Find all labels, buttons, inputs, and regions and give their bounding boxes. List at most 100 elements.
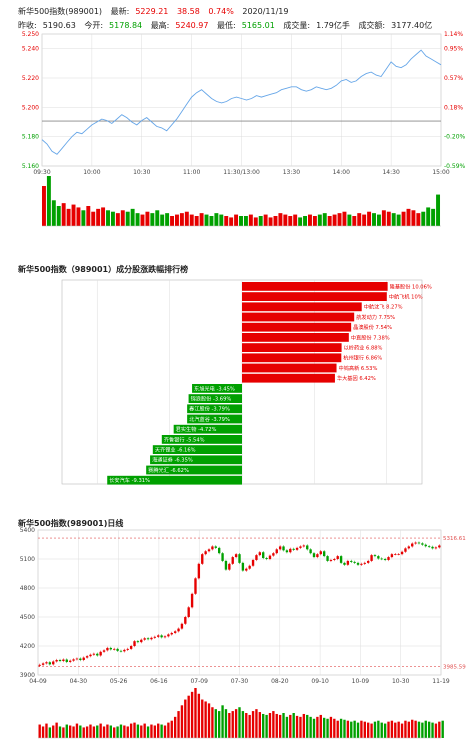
ranking-label: 春江股份 -3.79% — [189, 405, 230, 413]
ranking-label: 中直股份 7.38% — [351, 333, 390, 341]
volume-bar — [58, 726, 62, 738]
volume-bar — [362, 214, 367, 226]
volume-bar — [221, 705, 224, 738]
candle-body — [190, 593, 194, 608]
ranking-label: 齐鲁银行 -5.54% — [164, 435, 205, 443]
candle-body — [272, 553, 275, 556]
volume-bar — [163, 725, 167, 738]
candle-body — [255, 555, 258, 560]
y-right-tick-label: 0.18% — [444, 104, 463, 111]
volume-bar — [52, 725, 55, 738]
volume-bar — [224, 216, 229, 226]
ranking-bar — [187, 404, 242, 414]
volume-label: 成交量: — [283, 21, 311, 30]
volume-bar — [356, 722, 360, 738]
candle-body — [238, 554, 241, 563]
volume-bar — [346, 720, 350, 738]
volume-bar — [272, 711, 275, 738]
candle-body — [258, 552, 262, 556]
volume-bar — [126, 726, 129, 738]
volume-bar — [56, 206, 61, 226]
volume-bar — [411, 210, 416, 226]
volume-bar — [75, 723, 79, 738]
candle-body — [326, 556, 329, 561]
volume-bar — [387, 721, 390, 738]
candle-body — [278, 546, 282, 550]
amount-value: 3177.40亿 — [391, 21, 433, 30]
volume-bar — [120, 210, 125, 226]
volume-bar — [116, 726, 119, 738]
candle-body — [350, 560, 353, 562]
x-tick-label: 14:30 — [382, 169, 399, 176]
candle-body — [262, 552, 265, 559]
volume-bar — [367, 722, 370, 738]
ranking-bar — [107, 475, 242, 485]
ranking-label: 长安汽车 -9.31% — [109, 476, 150, 484]
candle-body — [411, 543, 414, 547]
volume-bar — [258, 216, 263, 226]
candle-body — [217, 547, 221, 554]
volume-bar — [273, 216, 278, 226]
volume-bar — [150, 724, 153, 738]
volume-bar — [411, 719, 414, 738]
x-tick-label: 04-30 — [70, 678, 88, 685]
x-tick-label: 08-20 — [271, 678, 289, 685]
volume-bar — [434, 723, 438, 738]
volume-bar — [377, 720, 380, 738]
ranking-bar — [242, 333, 349, 342]
candle-body — [55, 660, 58, 662]
volume-bar — [414, 720, 417, 738]
volume-bar — [417, 721, 421, 738]
volume-bar — [383, 723, 387, 738]
candle-body — [173, 631, 177, 633]
candle-body — [136, 641, 140, 643]
ranking-label: 天齐锂业 -6.16% — [155, 446, 196, 454]
candle-body — [363, 562, 366, 564]
volume-bar — [262, 713, 265, 738]
ranking-bar — [150, 455, 242, 465]
candle-body — [312, 553, 316, 558]
candle-body — [170, 632, 173, 635]
volume-bar — [85, 726, 89, 738]
volume-bar — [298, 217, 303, 226]
volume-bar — [146, 726, 150, 738]
candle-body — [48, 662, 52, 665]
y-right-tick-label: 1.14% — [444, 31, 463, 38]
y-right-tick-label: 0.57% — [444, 75, 463, 82]
volume-bar — [427, 721, 431, 738]
volume-bar — [91, 211, 96, 226]
volume-bar — [253, 217, 258, 226]
volume-bar — [245, 713, 248, 738]
volume-bar — [96, 725, 99, 738]
volume-bar — [288, 216, 293, 226]
x-tick-label: 09:30 — [33, 169, 50, 176]
volume-bar — [363, 721, 366, 738]
volume-bar — [248, 714, 251, 738]
candle-body — [52, 661, 55, 665]
candle-body — [163, 636, 167, 638]
volume-bar — [312, 718, 316, 738]
y-right-tick-label: -0.59% — [444, 163, 466, 170]
candle-body — [177, 628, 180, 632]
candle-body — [89, 654, 92, 657]
ranking-label: 锦浪股份 -3.69% — [191, 395, 232, 403]
volume-bar — [327, 216, 332, 226]
volume-bar — [401, 211, 406, 226]
volume-bar — [353, 720, 356, 738]
volume-bar — [89, 724, 92, 738]
candle-body — [68, 660, 72, 662]
volume-bar — [234, 214, 239, 226]
candle-body — [157, 635, 160, 637]
candle-body — [123, 649, 126, 652]
volume-bar — [268, 217, 273, 226]
volume-bar — [407, 721, 411, 738]
volume-bar — [231, 711, 234, 738]
volume-bar — [48, 727, 52, 738]
x-tick-label: 10:00 — [83, 169, 100, 176]
volume-bar — [145, 211, 150, 226]
ranking-label: 赛腾光汇 -6.62% — [148, 466, 189, 474]
high-value: 5240.97 — [175, 21, 209, 30]
volume-bar — [342, 211, 347, 226]
volume-bar — [125, 211, 130, 226]
